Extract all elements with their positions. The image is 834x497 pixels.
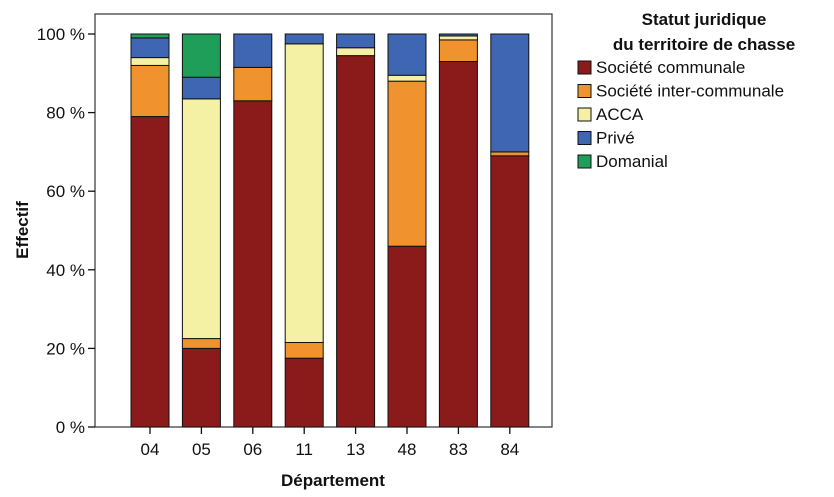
- bar-segment: [233, 66, 273, 102]
- legend-swatch: [577, 107, 592, 122]
- bar-segment: [438, 61, 478, 428]
- legend-label: Société communale: [596, 58, 745, 77]
- y-tick-label: 60 %: [46, 182, 85, 201]
- x-tick-label: 04: [141, 440, 160, 459]
- bar-segment: [233, 100, 273, 428]
- bar-segment: [284, 43, 324, 344]
- bar-segment: [336, 47, 376, 57]
- bar-segment: [438, 35, 478, 41]
- bar-segment: [130, 64, 170, 118]
- bar-segment: [130, 33, 170, 39]
- bar-segment: [336, 55, 376, 428]
- bar-segment: [181, 338, 221, 349]
- bar-segment: [130, 57, 170, 66]
- bar-segment: [181, 33, 221, 78]
- bar-segment: [490, 155, 530, 428]
- bar-segment: [233, 33, 273, 68]
- legend-label: Privé: [596, 129, 635, 148]
- bar-segment: [284, 357, 324, 428]
- y-tick-label: 0 %: [56, 418, 85, 437]
- bar-segment: [336, 33, 376, 49]
- y-tick-label: 20 %: [46, 339, 85, 358]
- legend-items: Société communale Société inter-communale…: [577, 58, 784, 171]
- bar-segment: [284, 33, 324, 45]
- x-tick-label: 83: [449, 440, 468, 459]
- y-tick-label: 40 %: [46, 261, 85, 280]
- x-tick-label: 48: [398, 440, 417, 459]
- bar-segment: [387, 245, 427, 428]
- legend-swatch: [577, 60, 592, 75]
- legend-label: ACCA: [596, 105, 644, 124]
- bar-segment: [490, 151, 530, 157]
- y-axis-title: Effectif: [13, 201, 32, 259]
- y-tick-label: 80 %: [46, 104, 85, 123]
- bar-segment: [181, 76, 221, 100]
- bar-segment: [181, 98, 221, 340]
- legend: Statut juridique du territoire de chasse…: [577, 10, 795, 171]
- x-tick-label: 13: [346, 440, 365, 459]
- bar-segment: [130, 37, 170, 59]
- axes-group: 0 % 20 % 40 % 60 % 80 % 100 % 04 05 06 11 13 48 83 84: [37, 25, 519, 459]
- legend-swatch: [577, 154, 592, 169]
- bar-segment: [387, 33, 427, 76]
- bar-segment: [181, 347, 221, 428]
- legend-label: Société inter-communale: [596, 82, 784, 101]
- bar-segment: [130, 116, 170, 428]
- bar-segment: [438, 39, 478, 63]
- x-tick-label: 06: [243, 440, 262, 459]
- legend-swatch: [577, 84, 592, 98]
- legend-title-line-1: Statut juridique: [642, 10, 767, 29]
- y-tick-label: 100 %: [37, 25, 85, 44]
- bars-group: [130, 33, 530, 428]
- bar-segment: [490, 33, 530, 153]
- bar-segment: [387, 80, 427, 247]
- bar-segment: [284, 342, 324, 359]
- legend-swatch: [577, 131, 592, 145]
- x-tick-label: 84: [500, 440, 519, 459]
- legend-title-line-2: du territoire de chasse: [613, 35, 795, 54]
- x-axis-title: Département: [281, 471, 385, 490]
- bar-segment: [387, 74, 427, 82]
- x-tick-label: 11: [295, 440, 313, 459]
- legend-label: Domanial: [596, 152, 668, 171]
- bar-segment: [438, 33, 478, 37]
- x-tick-label: 05: [192, 440, 211, 459]
